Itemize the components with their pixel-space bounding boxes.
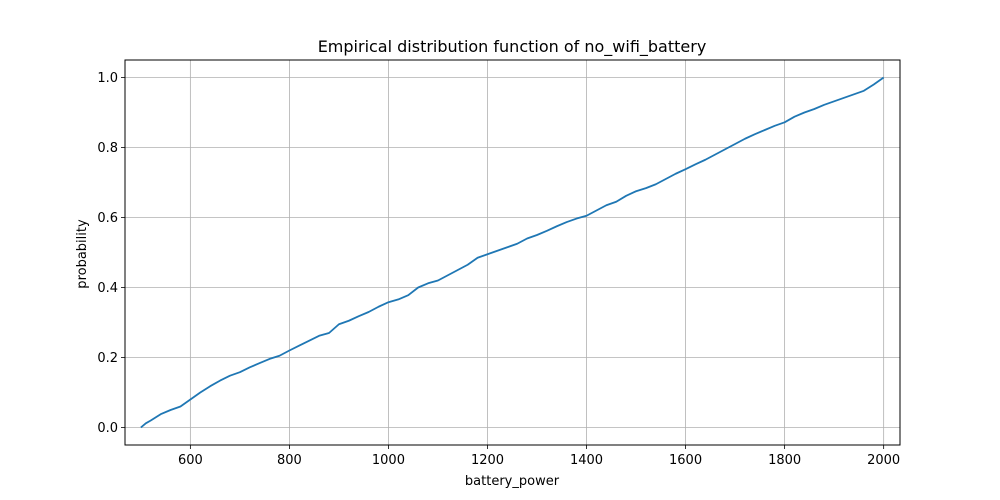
y-tick-label: 0.4 bbox=[97, 281, 118, 296]
x-tick-label: 2000 bbox=[867, 453, 900, 468]
y-axis-label: probability bbox=[75, 219, 90, 289]
y-tick-label: 0.6 bbox=[97, 211, 118, 226]
y-tick-label: 1.0 bbox=[97, 71, 118, 86]
x-tick-label: 1600 bbox=[669, 453, 702, 468]
x-tick-label: 1200 bbox=[471, 453, 504, 468]
plot-frame bbox=[124, 59, 901, 446]
series-layer bbox=[140, 76, 885, 429]
x-tick-label: 600 bbox=[178, 453, 203, 468]
y-tick-label: 0.2 bbox=[97, 351, 118, 366]
x-tick-label: 1800 bbox=[768, 453, 801, 468]
x-tick-label: 1400 bbox=[570, 453, 603, 468]
x-tick-label: 800 bbox=[277, 453, 302, 468]
y-tick-label: 0.8 bbox=[97, 141, 118, 156]
x-axis-label: battery_power bbox=[465, 474, 560, 489]
chart-title: Empirical distribution function of no_wi… bbox=[318, 37, 707, 57]
ticks: 600 800 1000 1200 1400 1600 1800 2000 0.0 0.2 0.4 0… bbox=[97, 71, 900, 468]
ecdf-line bbox=[140, 76, 885, 429]
y-tick-label: 0.0 bbox=[97, 421, 118, 436]
grid bbox=[125, 60, 900, 445]
x-tick-label: 1000 bbox=[372, 453, 405, 468]
